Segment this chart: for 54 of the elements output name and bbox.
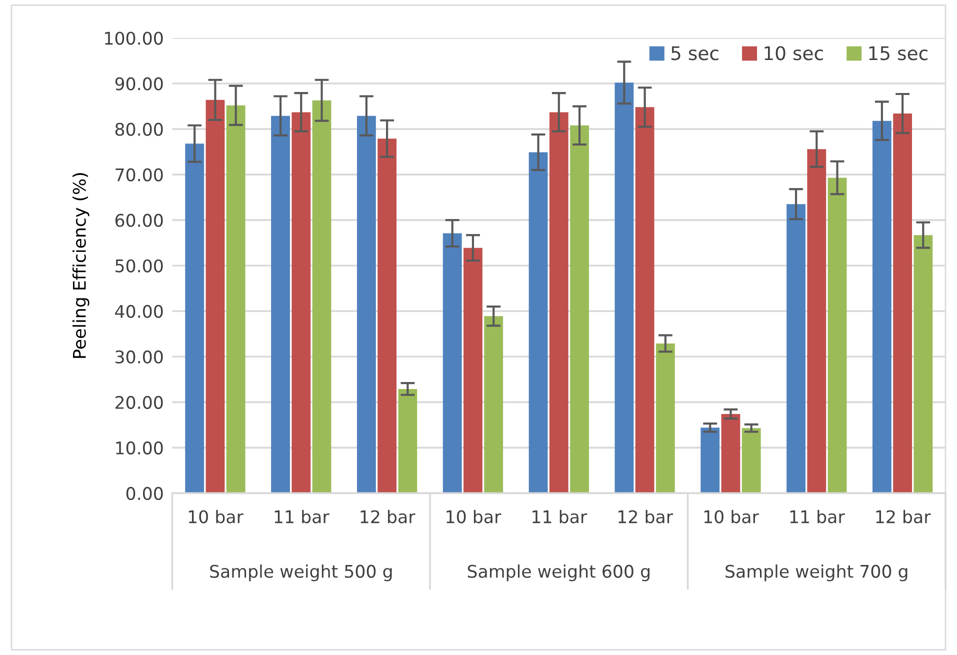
bar bbox=[721, 414, 740, 494]
bar bbox=[312, 100, 332, 494]
y-tick-label: 100.00 bbox=[105, 32, 163, 45]
bar bbox=[614, 82, 634, 494]
y-tick-label: 60.00 bbox=[115, 214, 163, 227]
x-tick-label: 11 bar bbox=[532, 510, 588, 524]
x-tick-label: 11 bar bbox=[274, 510, 330, 524]
y-tick-label: 80.00 bbox=[115, 122, 163, 136]
bar bbox=[872, 120, 892, 494]
bar bbox=[528, 152, 548, 494]
text: Sample weight 700 g bbox=[726, 564, 908, 582]
bar bbox=[185, 144, 204, 494]
x-tick-label: 10 bar bbox=[704, 510, 759, 524]
y-tick-label: 0.00 bbox=[126, 486, 163, 500]
bar bbox=[570, 125, 589, 494]
x-tick-label: 10 bar bbox=[446, 510, 502, 524]
bar bbox=[635, 107, 654, 494]
bar bbox=[700, 428, 720, 494]
bar bbox=[656, 343, 675, 494]
bar bbox=[549, 112, 568, 494]
bar bbox=[786, 204, 806, 494]
bar bbox=[356, 116, 376, 494]
legend-label: 10 sec bbox=[764, 46, 823, 60]
x-tick-label: 12 bar bbox=[618, 510, 674, 524]
x-tick-label: 12 bar bbox=[360, 510, 416, 524]
y-tick-label: 30.00 bbox=[116, 350, 163, 364]
bar bbox=[893, 114, 912, 494]
bar bbox=[914, 235, 933, 494]
text: Sample weight 500 g bbox=[210, 564, 392, 582]
text: Sample weight 600 g bbox=[468, 564, 650, 582]
bar bbox=[226, 105, 246, 494]
bar bbox=[271, 116, 290, 494]
y-tick-label: 10.00 bbox=[116, 441, 163, 455]
bar bbox=[484, 316, 504, 494]
y-tick-label: 20.00 bbox=[115, 396, 163, 410]
bar bbox=[378, 138, 397, 494]
x-tick-label: 10 bar bbox=[188, 510, 244, 524]
y-tick-label: 50.00 bbox=[116, 259, 163, 272]
bar bbox=[807, 149, 826, 494]
y-axis-title: Peeling Efficiency (%) bbox=[72, 173, 90, 358]
bar bbox=[828, 178, 847, 494]
x-tick-label: 11 bar bbox=[790, 510, 845, 524]
bar bbox=[742, 428, 761, 494]
bar bbox=[398, 388, 418, 494]
bar bbox=[464, 248, 482, 494]
bar bbox=[292, 112, 311, 494]
bar bbox=[206, 100, 225, 494]
bar bbox=[442, 233, 462, 494]
y-tick-label: 70.00 bbox=[116, 168, 163, 182]
legend-label: 5 sec bbox=[671, 46, 718, 60]
y-tick-label: 90.00 bbox=[115, 77, 163, 90]
y-tick-label: 40.00 bbox=[115, 304, 163, 318]
legend-label: 15 sec bbox=[869, 46, 928, 60]
x-tick-label: 12 bar bbox=[876, 510, 931, 524]
